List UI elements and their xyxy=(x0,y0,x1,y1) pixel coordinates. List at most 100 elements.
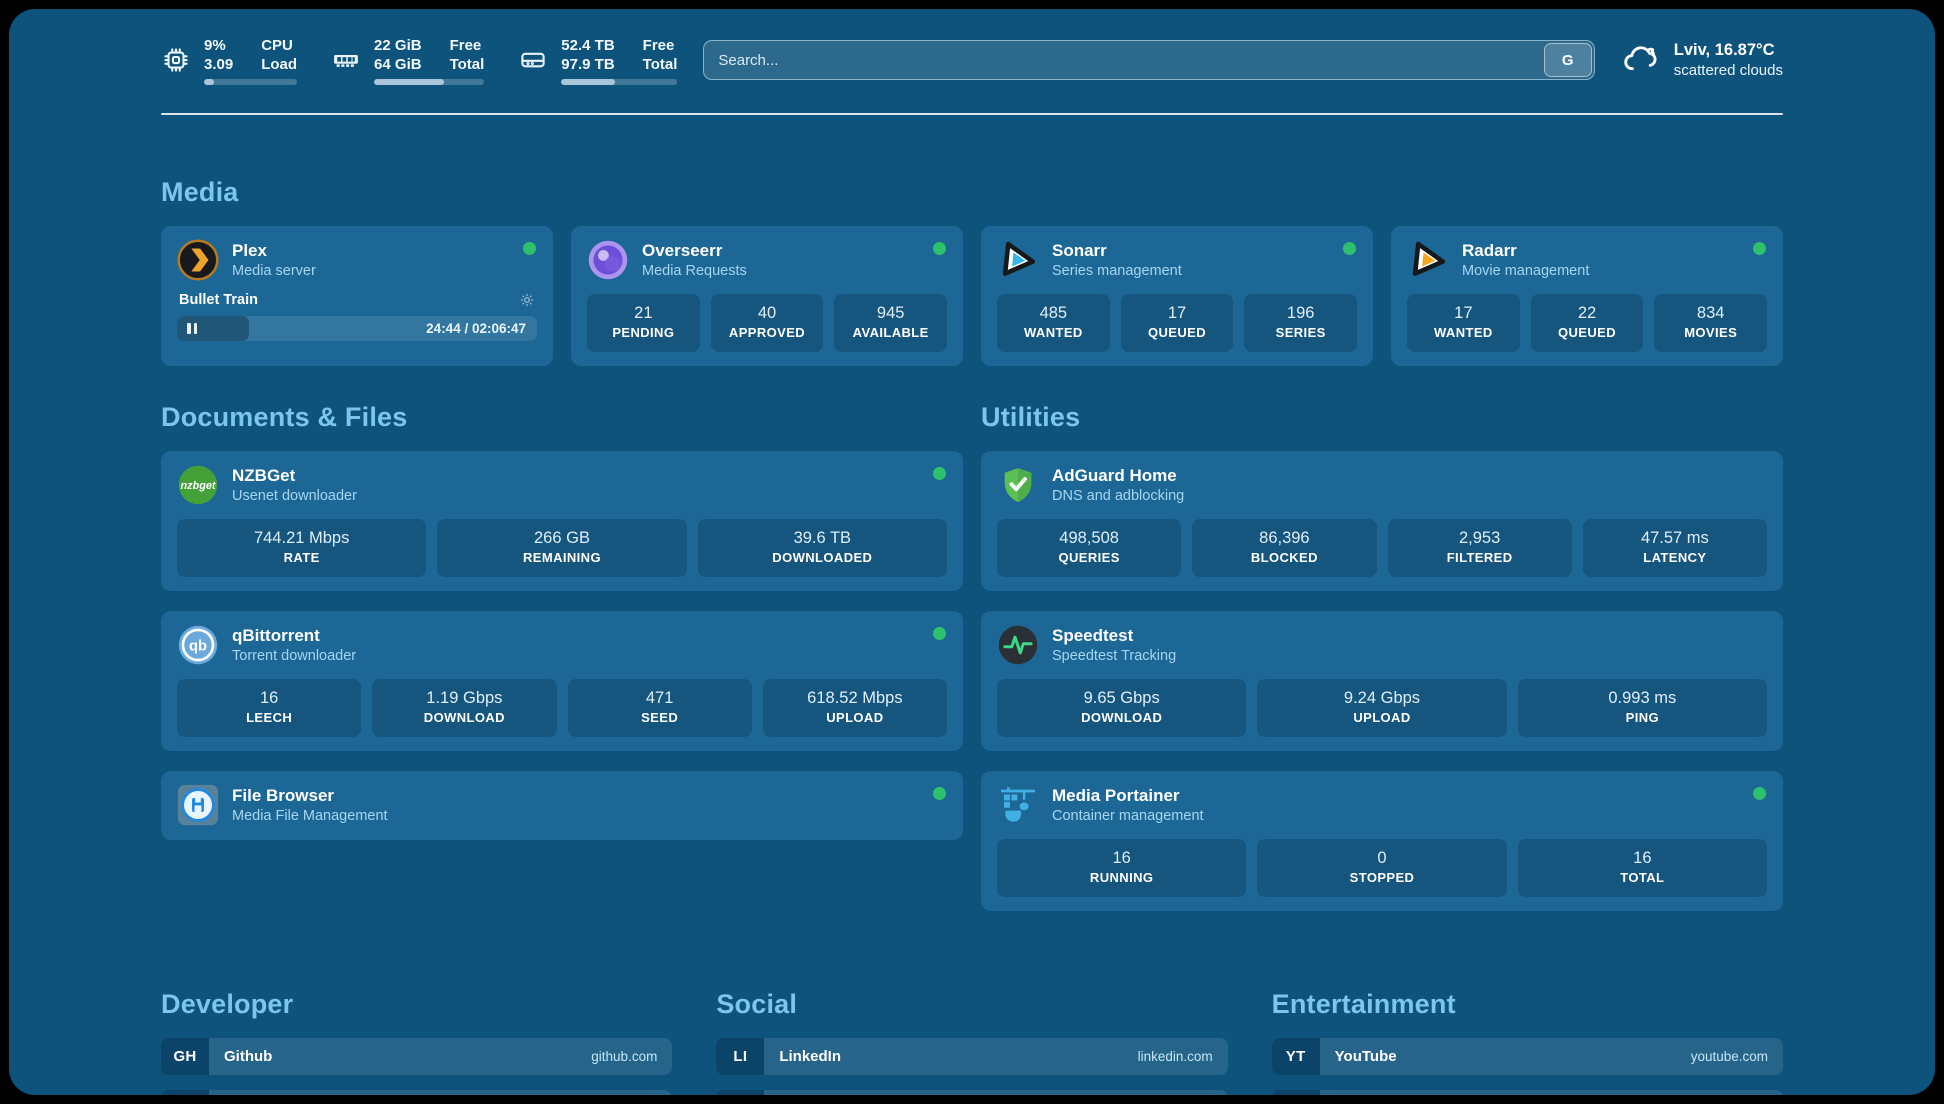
app-name: NZBGet xyxy=(232,465,296,485)
stat-tile-queued: 17 QUEUED xyxy=(1120,294,1234,352)
link-netflix[interactable]: NFNetflixnetflix.com xyxy=(1271,1090,1783,1095)
ram-icon xyxy=(331,45,361,75)
gear-icon[interactable] xyxy=(519,292,535,308)
stat-value: 498,508 xyxy=(1059,529,1119,547)
system-stat-body: 9% 3.09 CPU Load xyxy=(204,36,298,85)
app-name: AdGuard Home xyxy=(1052,465,1177,485)
link-linkedin[interactable]: LI LinkedIn linkedin.com xyxy=(716,1038,1228,1075)
weather-location-temp: Lviv, 16.87°C xyxy=(1673,41,1775,59)
app-stats-row: 9.65 Gbps DOWNLOAD 9.24 Gbps UPLOAD 0.993 ms… xyxy=(997,679,1767,737)
stat-label: DOWNLOADED xyxy=(772,550,873,565)
stat-label-bottom: Total xyxy=(449,55,485,73)
stat-label: FILTERED xyxy=(1446,550,1513,565)
stat-label: QUEUED xyxy=(1557,325,1617,340)
stat-label: DOWNLOAD xyxy=(423,710,505,725)
app-card-head: nzbget NZBGet Usenet downloader xyxy=(177,464,947,506)
stat-value: 39.6 TB xyxy=(793,529,852,547)
stat-tile-wanted: 17 WANTED xyxy=(1407,294,1520,352)
app-card-media-portainer[interactable]: Media Portainer Container management 16 RUN… xyxy=(981,771,1783,911)
link-url: youtube.com xyxy=(1690,1049,1768,1064)
stat-tile-leech: 16 LEECH xyxy=(177,679,362,737)
app-titles: Sonarr Series management xyxy=(1052,240,1182,281)
app-stats-row: 744.21 Mbps RATE 266 GB REMAINING 39.6 TB DOW… xyxy=(177,519,947,577)
system-stat-progress-fill xyxy=(374,78,444,85)
app-titles: Radarr Movie management xyxy=(1462,240,1589,281)
link-name: Github xyxy=(224,1048,273,1065)
app-subtitle: Series management xyxy=(1052,262,1182,279)
app-titles: Plex Media server xyxy=(232,240,316,281)
stat-tile-queued: 22 QUEUED xyxy=(1530,294,1644,352)
stat-tile-download: 9.65 Gbps DOWNLOAD xyxy=(997,679,1247,737)
link-tag: LI xyxy=(716,1038,765,1075)
stat-label: APPROVED xyxy=(728,325,806,340)
stat-tile-rate: 744.21 Mbps RATE xyxy=(177,519,427,577)
search-engine-button[interactable]: G xyxy=(1543,43,1592,77)
link-tag: GH xyxy=(161,1038,209,1075)
stat-tile-available: 945 AVAILABLE xyxy=(834,294,948,352)
section-documents: Documents & Files nzbget NZBGet Usenet dow… xyxy=(161,402,963,931)
stat-value: 9.65 Gbps xyxy=(1083,689,1160,707)
status-dot-online xyxy=(933,242,946,255)
search-input[interactable] xyxy=(703,40,1595,80)
link-youtube[interactable]: YT YouTube youtube.com xyxy=(1271,1038,1783,1075)
app-card-head: Speedtest Speedtest Tracking xyxy=(997,624,1767,666)
system-stat-values: 22 GiB 64 GiB Free Total xyxy=(374,36,484,74)
app-subtitle: Speedtest Tracking xyxy=(1052,647,1177,664)
section-title-developer: Developer xyxy=(161,989,294,1019)
radarr-icon xyxy=(1407,239,1449,281)
app-card-adguard-home[interactable]: AdGuard Home DNS and adblocking 498,508 QUE… xyxy=(981,451,1783,591)
overseerr-icon xyxy=(587,239,629,281)
stat-value: 22 xyxy=(1577,304,1597,322)
cpu-icon xyxy=(161,45,191,75)
app-card-sonarr[interactable]: Sonarr Series management 485 WANTED 17 QUEUED… xyxy=(981,226,1373,366)
status-dot-online xyxy=(1343,242,1356,255)
system-stat-progress-fill xyxy=(561,78,615,85)
app-stats-row: 21 PENDING 40 APPROVED 945 AVAILABLE xyxy=(587,294,948,352)
stat-tile-latency: 47.57 ms LATENCY xyxy=(1582,519,1767,577)
link-body: YouTube youtube.com xyxy=(1319,1038,1783,1075)
link-stackoverflow[interactable]: SOStackOverflowstackoverflow.com xyxy=(161,1090,673,1095)
pause-icon xyxy=(187,316,197,341)
link-body: Github github.com xyxy=(209,1038,673,1075)
stat-label-top: CPU xyxy=(261,36,293,54)
stat-value: 16 xyxy=(259,689,279,707)
app-card-overseerr[interactable]: Overseerr Media Requests 21 PENDING 40 APPROV… xyxy=(571,226,963,366)
stat-label-bottom: Total xyxy=(642,55,678,73)
system-stat-disk: 52.4 TB 97.9 TB Free Total xyxy=(518,36,678,85)
header: 9% 3.09 CPU Load 22 GiB 64 GiB Free Total 52.4 T… xyxy=(161,31,1783,89)
stat-tile-ping: 0.993 ms PING xyxy=(1517,679,1767,737)
app-card-qbittorrent[interactable]: qb qBittorrent Torrent downloader 16 LEECH 1.… xyxy=(161,611,963,751)
app-titles: NZBGet Usenet downloader xyxy=(232,465,357,506)
stat-value: 21 xyxy=(634,304,653,322)
link-name: YouTube xyxy=(1334,1048,1397,1065)
app-stats-row: 485 WANTED 17 QUEUED 196 SERIES xyxy=(997,294,1358,352)
stat-label: REMAINING xyxy=(522,550,601,565)
app-card-file-browser[interactable]: File Browser Media File Management xyxy=(161,771,963,840)
adguard-icon xyxy=(997,464,1039,506)
app-card-plex[interactable]: Plex Media server Bullet Train 24:44 / 02:0… xyxy=(161,226,553,366)
status-dot-online xyxy=(933,627,946,640)
stat-value-bottom: 97.9 TB xyxy=(561,55,615,73)
now-playing-progressbar[interactable]: 24:44 / 02:06:47 xyxy=(177,316,537,341)
status-dot-online xyxy=(1753,787,1766,800)
system-stat-cpu: 9% 3.09 CPU Load xyxy=(161,36,298,85)
link-twitter[interactable]: TWTwittertwitter.com xyxy=(716,1090,1228,1095)
app-card-radarr[interactable]: Radarr Movie management 17 WANTED 22 QUEUED 83… xyxy=(1391,226,1783,366)
app-name: Sonarr xyxy=(1052,240,1107,260)
app-name: Speedtest xyxy=(1052,625,1134,645)
stat-value: 0.993 ms xyxy=(1608,689,1677,707)
stat-label: PENDING xyxy=(612,325,675,340)
app-card-speedtest[interactable]: Speedtest Speedtest Tracking 9.65 Gbps DOWN… xyxy=(981,611,1783,751)
stat-value: 485 xyxy=(1039,304,1068,322)
app-card-nzbget[interactable]: nzbget NZBGet Usenet downloader 744.21 Mbps… xyxy=(161,451,963,591)
svg-text:qb: qb xyxy=(189,638,207,654)
app-stats-row: 17 WANTED 22 QUEUED 834 MOVIES xyxy=(1407,294,1768,352)
status-dot-online xyxy=(933,787,946,800)
stat-label: STOPPED xyxy=(1349,870,1415,885)
stat-tile-pending: 21 PENDING xyxy=(587,294,700,352)
link-github[interactable]: GH Github github.com xyxy=(161,1038,673,1075)
portainer-icon xyxy=(997,784,1039,826)
link-group-entertainment: Entertainment YT YouTube youtube.com NFNetfl… xyxy=(1271,989,1783,1095)
stat-label: UPLOAD xyxy=(826,710,884,725)
